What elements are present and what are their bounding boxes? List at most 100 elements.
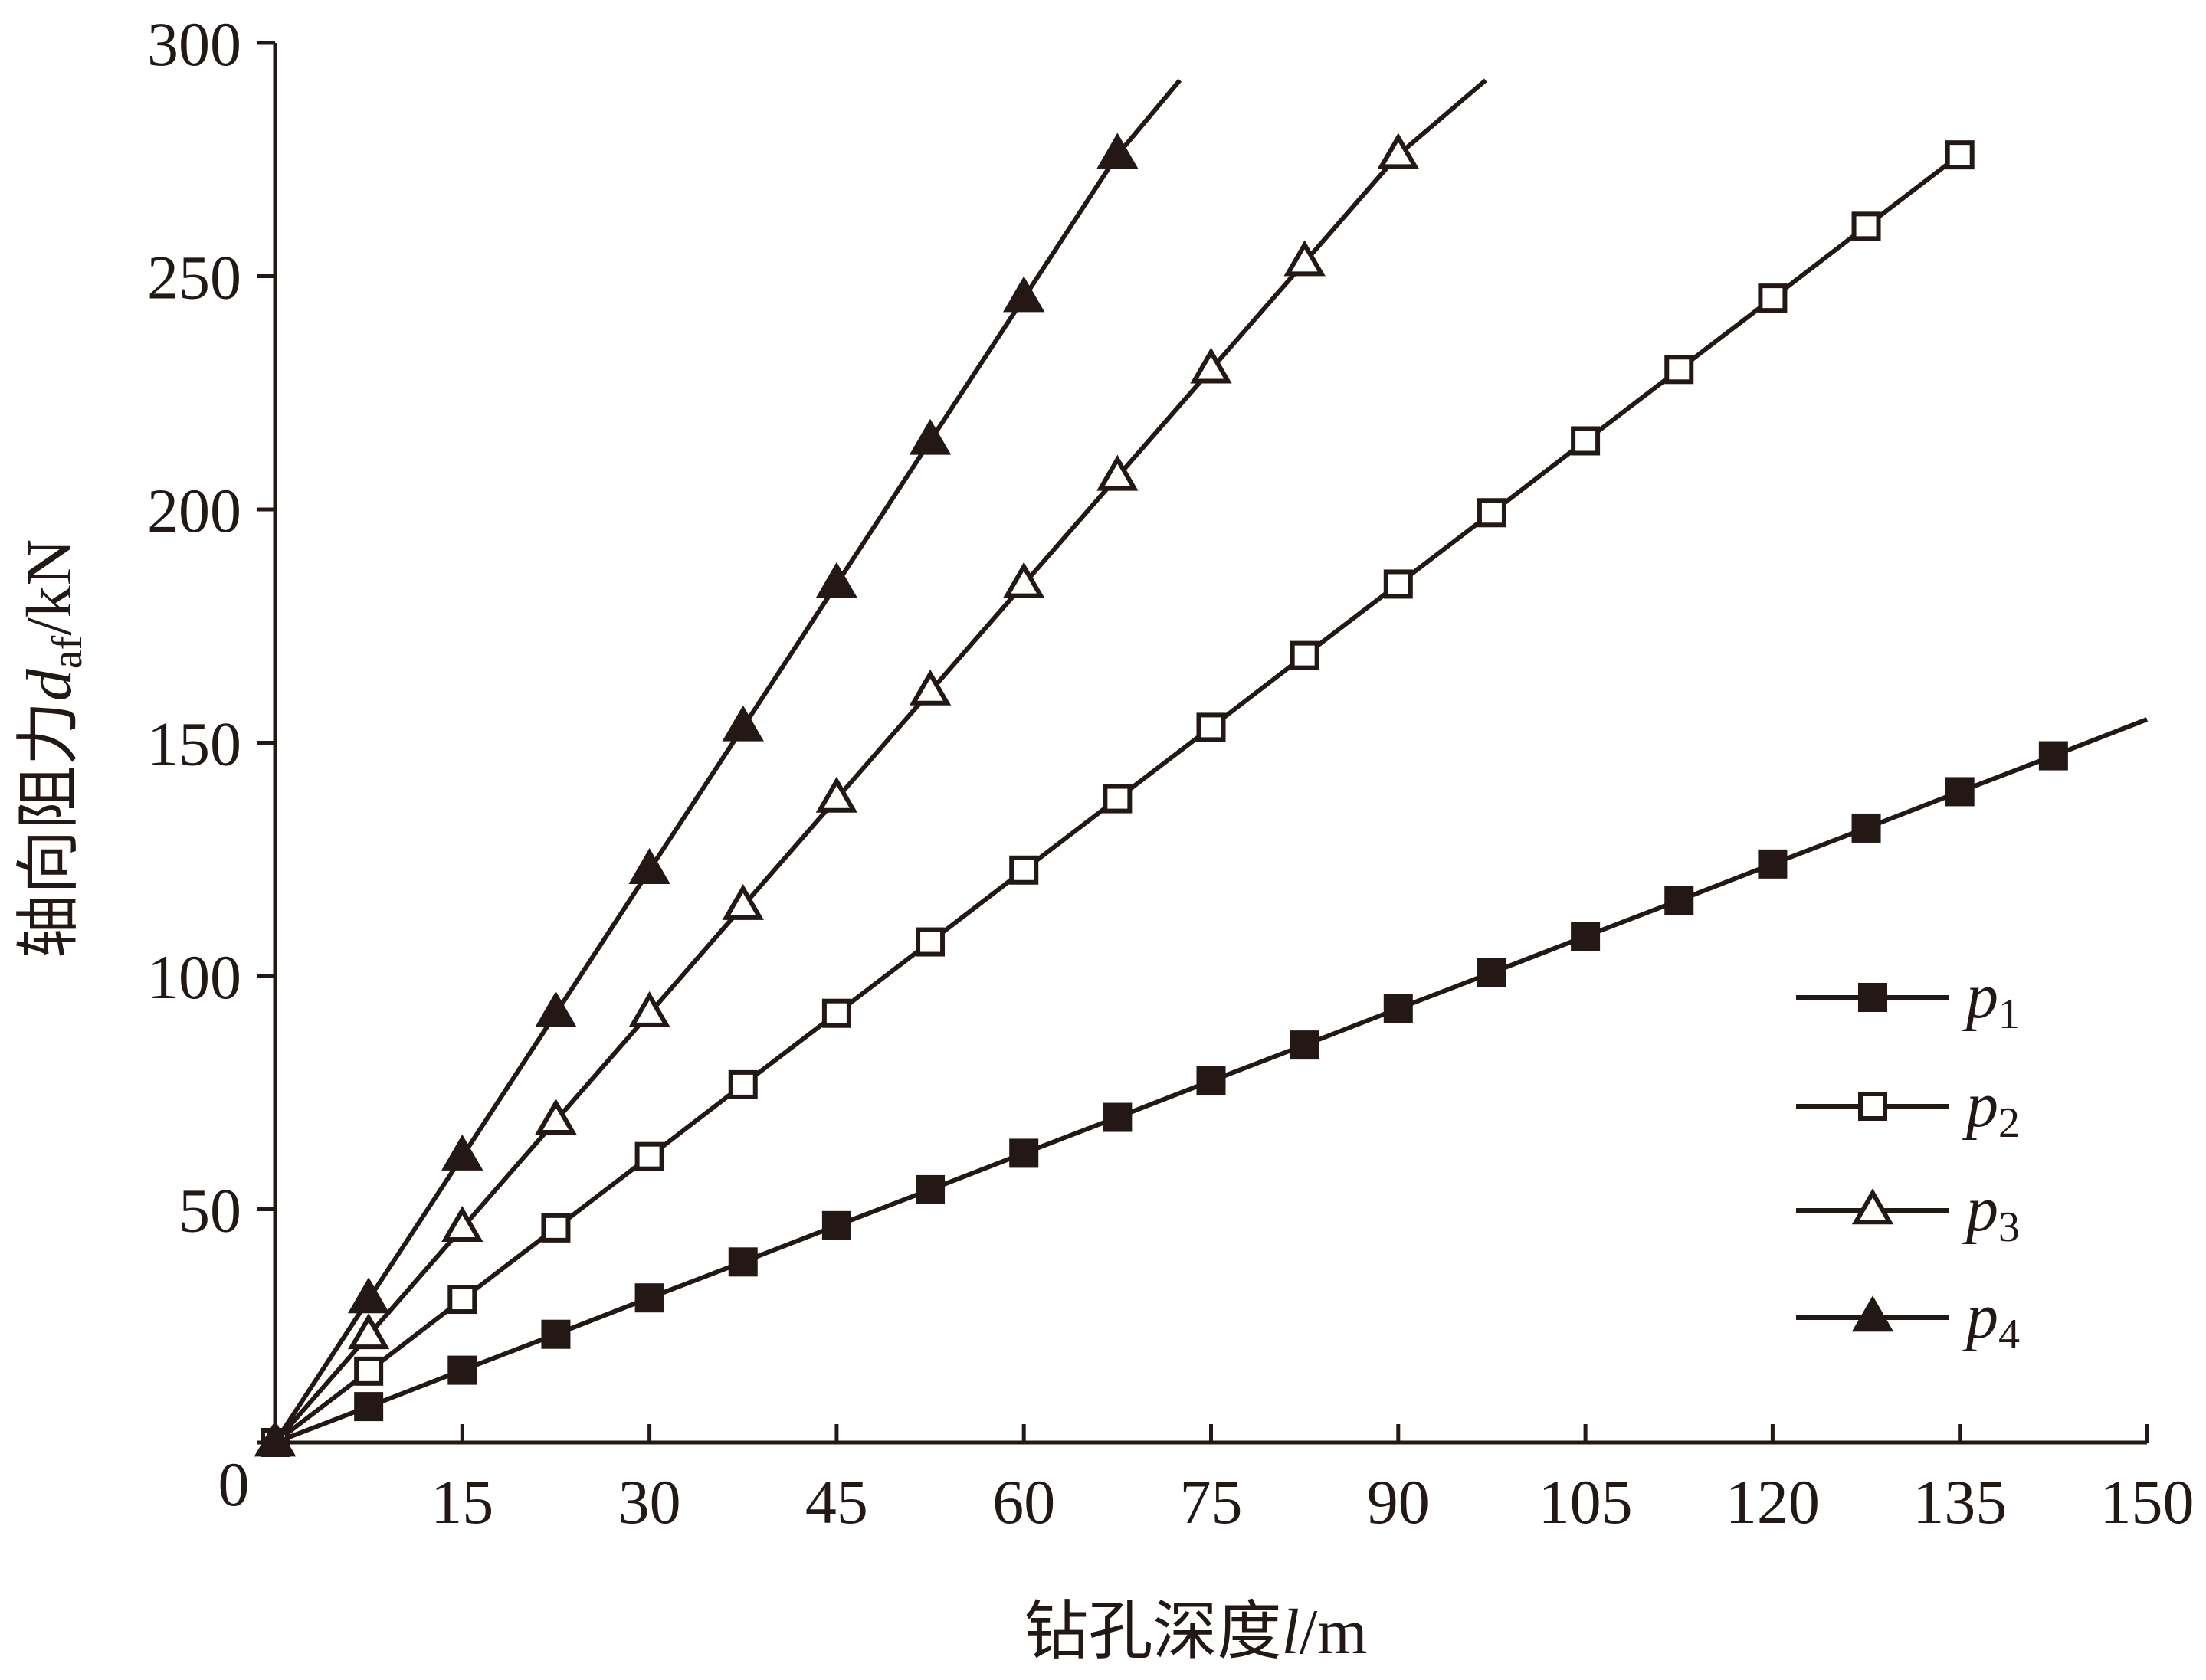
data-point-p1 [916,1174,946,1204]
y-axis-ticks: 50 100 150 200 250 300 [147,9,275,1445]
data-point-p1 [1009,1138,1039,1168]
data-point-p4 [1096,133,1139,169]
series-layer [254,78,2149,1457]
data-point-p2 [821,998,851,1028]
x-tick-label: 45 [805,1467,868,1537]
legend-label-sub: 2 [1998,1099,2020,1147]
series-line-p3 [273,78,1487,1444]
legend-marker [1858,983,1887,1012]
x-tick-label: 120 [1726,1467,1820,1537]
axes: 15 30 45 60 75 90 105 120 135 150 501001502002503… [147,9,2195,1537]
x-axis-title: 钻孔深度l/m [1024,1596,1367,1668]
data-point-p2 [1196,712,1226,742]
data-point-p1 [1196,1066,1226,1096]
data-point-p2 [1571,426,1601,456]
x-tick-label: 90 [1367,1467,1430,1537]
legend-item-p3: p3 [1796,1174,2020,1251]
y-tick-label: 50 [179,1176,241,1246]
data-point-p2 [1477,498,1506,528]
data-point-p2 [354,1356,384,1386]
x-tick-label: 105 [1539,1467,1633,1537]
data-point-p1 [1851,813,1881,843]
data-point-p2 [447,1285,477,1315]
legend-label-name: p [1962,1281,1998,1352]
data-point-p4 [628,847,670,884]
data-point-p3 [815,776,858,813]
data-point-p2 [916,927,946,957]
data-point-p2 [1945,140,1975,170]
data-point-p1 [1945,777,1975,807]
data-point-p1 [728,1247,758,1277]
y-axis-title-main: 轴向阻力 [14,701,85,958]
legend-label-sub: 3 [1998,1204,2020,1251]
legend-label-sub: 1 [1998,991,2020,1038]
legend-label-name: p [1962,961,1998,1032]
data-point-p4 [535,991,577,1027]
legend-label: p4 [1962,1281,2020,1358]
legend-item-p2: p2 [1796,1069,2020,1147]
y-tick-label: 250 [147,243,241,313]
x-tick-label: 135 [1913,1467,2007,1537]
legend-item-p1: p1 [1796,961,2020,1038]
legend-marker [1851,1295,1894,1332]
data-point-p2 [1383,569,1413,599]
data-point-p2 [1664,355,1694,385]
data-point-p2 [1758,283,1788,313]
legend-marker [1851,1188,1894,1225]
data-point-p4 [722,705,764,742]
data-point-p2 [1103,784,1133,814]
legend-item-p4: p4 [1796,1281,2020,1358]
data-point-p1 [1571,922,1601,951]
data-point-p2 [634,1141,664,1171]
x-axis-title-main: 钻孔深度 [1024,1596,1281,1668]
data-point-p2 [1851,211,1881,241]
x-axis-title-unit: /m [1300,1596,1368,1668]
series-p4 [254,78,1182,1457]
legend-label: p1 [1962,961,2020,1038]
data-point-p2 [541,1213,571,1243]
data-point-p1 [447,1355,477,1385]
legend-marker [1858,1092,1887,1121]
data-point-p4 [815,562,858,598]
data-point-p3 [535,1099,577,1135]
x-tick-label: 75 [1180,1467,1243,1537]
y-tick-label: 200 [147,476,241,545]
y-axis-title: 轴向阻力daf/kN [14,539,91,959]
data-point-p1 [541,1319,571,1349]
data-point-p4 [441,1134,483,1171]
legend-label-name: p [1962,1174,1998,1245]
data-point-p2 [728,1069,758,1099]
data-point-p3 [1096,454,1139,491]
data-point-p1 [1383,994,1413,1023]
y-axis-title-var: d [14,668,85,701]
data-point-p1 [1758,849,1788,879]
series-line-p4 [273,78,1182,1444]
data-point-p3 [441,1206,483,1243]
data-point-p2 [1290,640,1319,670]
legend-label: p3 [1962,1174,2020,1251]
data-point-p4 [254,1420,297,1457]
data-point-p4 [1002,276,1045,313]
data-point-p1 [354,1392,384,1422]
data-point-p3 [1002,562,1045,598]
data-point-p2 [1009,855,1039,885]
series-p2 [261,140,1975,1457]
data-point-p1 [1103,1102,1133,1132]
x-tick-label: 60 [992,1467,1055,1537]
legend-label-name: p [1962,1069,1998,1141]
data-point-p3 [628,991,670,1027]
data-point-p3 [722,883,764,920]
legend-label: p2 [1962,1069,2020,1147]
data-point-p3 [347,1313,390,1350]
y-tick-label: 300 [147,9,241,79]
x-axis-ticks: 15 30 45 60 75 90 105 120 135 150 [273,1424,2195,1537]
data-point-p1 [1477,958,1506,987]
y-axis-title-sub: af [44,635,91,669]
y-tick-label: 100 [147,942,241,1012]
data-point-p4 [347,1277,390,1314]
series-p1 [261,717,2149,1457]
data-point-p3 [1377,133,1420,169]
x-tick-label: 30 [618,1467,681,1537]
